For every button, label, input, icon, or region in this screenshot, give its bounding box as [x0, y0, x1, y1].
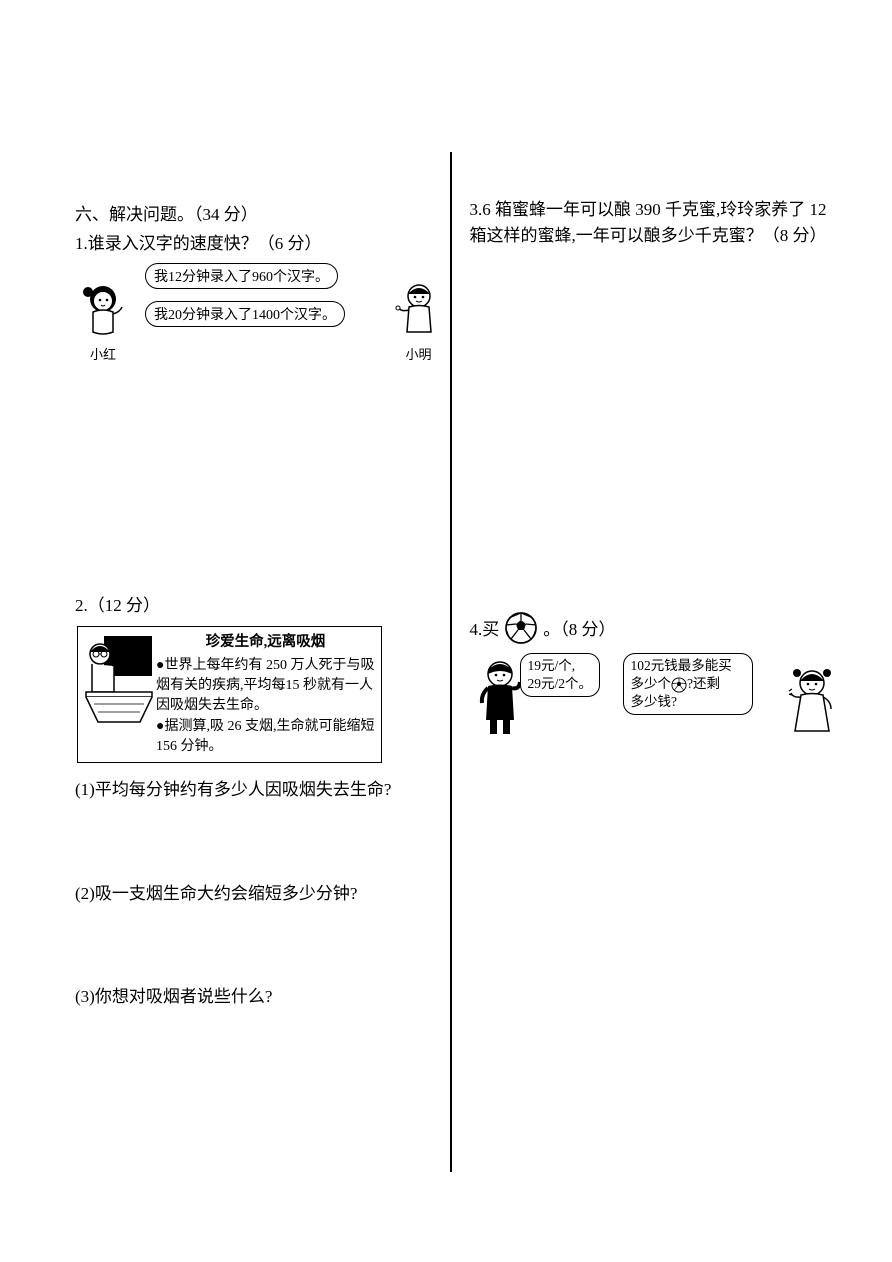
q4-qb-line2: 多少个?还剩 [631, 675, 745, 693]
q4-price-line1: 19元/个, [528, 657, 593, 675]
soccer-ball-small-icon [671, 677, 687, 693]
section-heading: 六、解决问题。（34 分） [75, 200, 438, 225]
q4-title: 4.买 。（8 分） [470, 611, 833, 645]
column-right: 3.6 箱蜜蜂一年可以酿 390 千克蜜,玲玲家养了 12 箱这样的蜜蜂,一年可… [452, 200, 833, 1182]
q2-info-text: 珍爱生命,远离吸烟 ●世界上每年约有 250 万人死于与吸烟有关的疾病,平均每1… [156, 632, 375, 758]
q4-qb-line1: 102元钱最多能买 [631, 657, 745, 675]
q2-info-box: 珍爱生命,远离吸烟 ●世界上每年约有 250 万人死于与吸烟有关的疾病,平均每1… [77, 626, 382, 764]
q1-speech-bubble-xiaohong: 我12分钟录入了960个汉字。 [145, 263, 338, 289]
student-xiaohong-icon: 小红 [80, 282, 126, 363]
student-xiaoming-icon: 小明 [395, 280, 443, 363]
q2-sub2: (2)吸一支烟生命大约会缩短多少分钟? [75, 881, 438, 907]
q3-title: 3.6 箱蜜蜂一年可以酿 390 千克蜜,玲玲家养了 12 箱这样的蜜蜂,一年可… [470, 197, 833, 250]
q2-sub3: (3)你想对吸烟者说些什么? [75, 984, 438, 1010]
worksheet-page: 六、解决问题。（34 分） 1.谁录入汉字的速度快？（6 分） 我12分钟录入了… [0, 0, 892, 1262]
student-name-left: 小红 [80, 344, 126, 363]
q1-speech-bubble-xiaoming: 我20分钟录入了1400个汉字。 [145, 301, 345, 327]
q2-sub2-answer-space [75, 906, 438, 976]
q1-answer-space [75, 393, 438, 593]
q1-title: 1.谁录入汉字的速度快？（6 分） [75, 231, 438, 257]
q4-qb-line3: 多少钱? [631, 693, 745, 711]
q4-question-bubble: 102元钱最多能买 多少个?还剩 多少钱? [623, 653, 753, 716]
q2-sub1-answer-space [75, 803, 438, 873]
teacher-blackboard-icon [84, 632, 154, 758]
column-left: 六、解决问题。（34 分） 1.谁录入汉字的速度快？（6 分） 我12分钟录入了… [75, 200, 450, 1182]
q2-box-heading: 珍爱生命,远离吸烟 [156, 632, 375, 653]
girl-customer-icon [787, 665, 837, 737]
q4-price-line2: 29元/2个。 [528, 675, 593, 693]
q4-title-prefix: 4.买 [470, 615, 500, 640]
q2-title: 2.（12 分） [75, 593, 438, 619]
soccer-ball-icon [504, 611, 538, 645]
boy-customer-icon [476, 658, 524, 736]
q2-sub1: (1)平均每分钟约有多少人因吸烟失去生命? [75, 777, 438, 803]
q4-title-suffix: 。（8 分） [543, 615, 615, 640]
q3-answer-space [470, 256, 833, 611]
q4-price-bubble: 19元/个, 29元/2个。 [520, 653, 601, 697]
q2-box-line1: ●世界上每年约有 250 万人死于与吸烟有关的疾病,平均每15 秒就有一人因吸烟… [156, 656, 375, 717]
q1-illustration: 我12分钟录入了960个汉字。 我20分钟录入了1400个汉字。 小红 [75, 263, 438, 383]
q2-box-line2: ●据测算,吸 26 支烟,生命就可能缩短 156 分钟。 [156, 717, 375, 758]
student-name-right: 小明 [395, 344, 443, 363]
q4-illustration: 19元/个, 29元/2个。 102元钱最多能买 多少个?还剩 多少钱? [478, 653, 833, 763]
